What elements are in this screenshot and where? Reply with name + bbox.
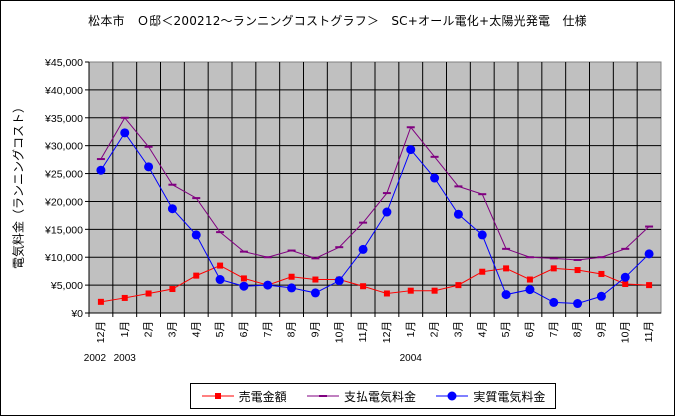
y-tick-label: ¥45,000 [44,57,83,69]
data-point-0 [503,265,509,271]
data-point-2 [359,245,368,254]
y-tick-label: ¥20,000 [44,196,83,208]
legend-item-net: 実質電気料金 [435,388,545,405]
x-tick-label: 10月 [333,321,345,343]
data-point-0 [146,290,152,296]
data-point-0 [289,274,295,280]
data-point-0 [193,273,199,279]
data-point-2 [549,298,558,307]
x-tick-label: 8月 [286,321,298,337]
y-tick-label: ¥10,000 [44,252,83,264]
data-point-0 [646,282,652,288]
year-label: 2004 [400,353,423,364]
data-point-2 [645,249,654,258]
data-point-0 [598,271,604,277]
x-tick-label: 6月 [524,321,536,337]
legend-label-sell: 売電金額 [239,388,287,405]
x-tick-label: 12月 [381,321,393,343]
data-point-2 [239,282,248,291]
data-point-2 [120,128,129,137]
y-tick-label: ¥15,000 [44,224,83,236]
data-point-0 [575,267,581,273]
legend-item-sell: 売電金額 [201,388,287,405]
data-point-0 [551,265,557,271]
data-point-2 [502,290,511,299]
data-point-2 [573,299,582,308]
data-point-0 [360,283,366,289]
data-point-2 [311,288,320,297]
line-chart: ¥0 ¥5,000 ¥10,000 ¥15,000 ¥20,000 ¥25,000 ¥30,… [0,0,675,380]
data-point-0 [98,299,104,305]
legend-swatch-net [435,390,469,402]
legend-label-net: 実質電気料金 [473,388,545,405]
y-tick-label: ¥5,000 [50,280,83,292]
x-tick-label: 12月 [95,321,107,343]
x-tick-label: 7月 [262,321,274,337]
x-tick-label: 10月 [619,321,631,343]
data-point-2 [335,276,344,285]
x-tick-label: 4月 [476,321,488,337]
x-tick-label: 8月 [572,321,584,337]
data-point-2 [144,162,153,171]
data-point-2 [96,166,105,175]
data-point-0 [122,295,128,301]
data-point-2 [597,292,606,301]
x-tick-label: 11月 [643,321,655,342]
legend-swatch-paid [306,391,340,401]
legend-swatch-sell [201,391,235,401]
legend-item-paid: 支払電気料金 [306,388,416,405]
y-tick-label: ¥30,000 [44,141,83,153]
x-tick-label: 2月 [429,321,441,337]
x-tick-label: 5月 [500,321,512,337]
data-point-0 [408,288,414,294]
x-tick-label: 9月 [309,321,321,337]
y-tick-label: ¥0 [70,308,83,320]
legend: 売電金額 支払電気料金 実質電気料金 [190,383,556,409]
data-point-2 [454,210,463,219]
x-tick-label: 6月 [238,321,250,337]
y-tick-label: ¥25,000 [44,169,83,181]
year-label: 2002 [84,353,107,364]
data-point-2 [287,283,296,292]
x-tick-label: 3月 [166,321,178,337]
data-point-0 [384,290,390,296]
x-tick-label: 7月 [548,321,560,337]
data-point-2 [621,273,630,282]
data-point-0 [217,263,223,269]
data-point-2 [263,281,272,290]
y-tick-label: ¥35,000 [44,113,83,125]
data-point-2 [525,285,534,294]
x-tick-label: 11月 [357,321,369,342]
data-point-2 [192,230,201,239]
data-point-2 [382,208,391,217]
x-tick-label: 1月 [405,321,417,337]
year-label: 2003 [114,353,137,364]
data-point-0 [432,288,438,294]
data-point-0 [455,282,461,288]
data-point-2 [478,230,487,239]
x-tick-label: 2月 [143,321,155,337]
data-point-0 [169,286,175,292]
x-tick-label: 9月 [595,321,607,337]
data-point-2 [430,174,439,183]
data-point-0 [622,281,628,287]
x-tick-label: 5月 [214,321,226,337]
data-point-0 [527,277,533,283]
data-point-0 [241,275,247,281]
data-point-2 [216,275,225,284]
y-tick-label: ¥40,000 [44,85,83,97]
x-tick-label: 3月 [452,321,464,337]
data-point-2 [168,204,177,213]
data-point-0 [312,277,318,283]
x-tick-label: 1月 [119,321,131,337]
data-point-2 [406,145,415,154]
data-point-0 [479,269,485,275]
legend-label-paid: 支払電気料金 [344,388,416,405]
x-tick-label: 4月 [190,321,202,337]
